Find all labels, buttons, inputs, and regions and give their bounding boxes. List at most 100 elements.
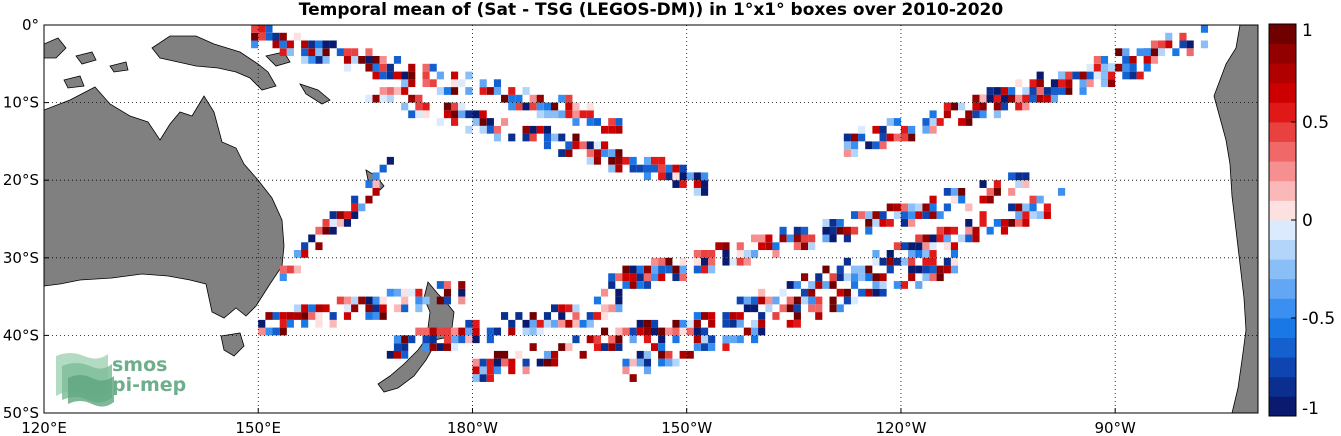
data-cell (486, 358, 494, 367)
chart-title: Temporal mean of (Sat - TSG (LEGOS-DM)) … (298, 0, 1004, 20)
data-cell (415, 288, 423, 297)
data-cell (1086, 63, 1094, 72)
data-cell (315, 56, 323, 64)
data-cell (501, 94, 509, 103)
data-cell (343, 211, 352, 219)
data-cell (950, 195, 959, 204)
data-cell (1200, 25, 1209, 33)
data-cell (743, 257, 751, 266)
data-cell (422, 327, 430, 336)
data-cell (979, 102, 987, 111)
data-cell (279, 327, 287, 336)
data-cell (451, 110, 459, 119)
data-cell (851, 296, 859, 305)
data-cell (779, 234, 787, 243)
data-cell (522, 327, 530, 336)
data-cell (1022, 87, 1030, 95)
data-cell (1029, 94, 1037, 103)
data-cell (701, 250, 709, 258)
data-cell (615, 327, 623, 336)
data-cell (493, 133, 502, 142)
data-cell (658, 273, 666, 282)
data-cell (965, 234, 973, 243)
data-cell (1043, 94, 1051, 103)
data-cell (315, 304, 323, 313)
data-cell (950, 242, 959, 251)
data-cell (908, 250, 916, 258)
data-cell (372, 172, 380, 181)
data-cell (615, 343, 623, 351)
data-cell (479, 79, 487, 88)
data-cell (386, 63, 394, 72)
data-cell (865, 219, 873, 227)
data-cell (1036, 211, 1044, 219)
data-cell (622, 156, 630, 165)
data-cell (379, 164, 387, 173)
data-cell (393, 288, 402, 297)
data-cell (308, 304, 316, 313)
x-tick-label: 120°W (875, 419, 926, 436)
data-cell (943, 188, 951, 196)
data-cell (329, 40, 337, 49)
data-cell (443, 288, 452, 297)
data-cell (808, 281, 816, 289)
data-cell (929, 265, 937, 274)
data-cell (529, 125, 537, 134)
data-cell (922, 203, 930, 212)
data-cell (1008, 188, 1016, 196)
data-cell (329, 319, 337, 328)
data-cell (265, 312, 273, 320)
data-cell (1129, 63, 1137, 72)
data-cell (343, 63, 352, 72)
data-cell (472, 118, 480, 126)
colorbar-segment (1269, 180, 1296, 201)
data-cell (558, 312, 566, 320)
data-cell (936, 234, 944, 243)
data-cell (922, 118, 930, 126)
data-cell (601, 327, 609, 336)
data-cell (329, 312, 337, 320)
data-cell (551, 350, 559, 359)
data-cell (472, 110, 480, 119)
data-cell (401, 102, 409, 111)
data-cell (722, 242, 730, 251)
data-cell (851, 226, 859, 235)
data-cell (258, 327, 266, 336)
data-cell (801, 242, 809, 251)
data-cell (415, 304, 423, 313)
data-cell (458, 296, 466, 305)
data-cell (672, 180, 680, 188)
data-cell (465, 110, 473, 119)
data-cell (443, 335, 452, 344)
data-cell (372, 94, 380, 103)
data-cell (686, 350, 694, 359)
data-cell (1100, 63, 1109, 72)
data-cell (508, 94, 516, 103)
data-cell (736, 296, 744, 305)
data-cell (472, 374, 480, 382)
data-cell (601, 343, 609, 351)
data-cell (379, 296, 387, 305)
data-cell (422, 102, 430, 111)
data-cell (543, 133, 552, 142)
data-cell (472, 335, 480, 344)
data-cell (465, 71, 473, 80)
data-cell (401, 79, 409, 88)
data-cell (900, 125, 909, 134)
data-cell (343, 56, 352, 64)
data-cell (729, 335, 737, 344)
data-cell (386, 350, 394, 359)
data-cell (1015, 180, 1023, 188)
data-cell (643, 350, 652, 359)
data-cell (372, 63, 380, 72)
data-cell (701, 335, 709, 344)
data-cell (529, 102, 537, 111)
data-cell (758, 234, 766, 243)
data-cell (829, 219, 837, 227)
data-cell (543, 125, 552, 134)
data-cell (386, 288, 394, 297)
data-cell (1008, 172, 1016, 181)
data-cell (922, 125, 930, 134)
data-cell (279, 273, 287, 282)
y-tick-label: 0° (22, 16, 39, 34)
